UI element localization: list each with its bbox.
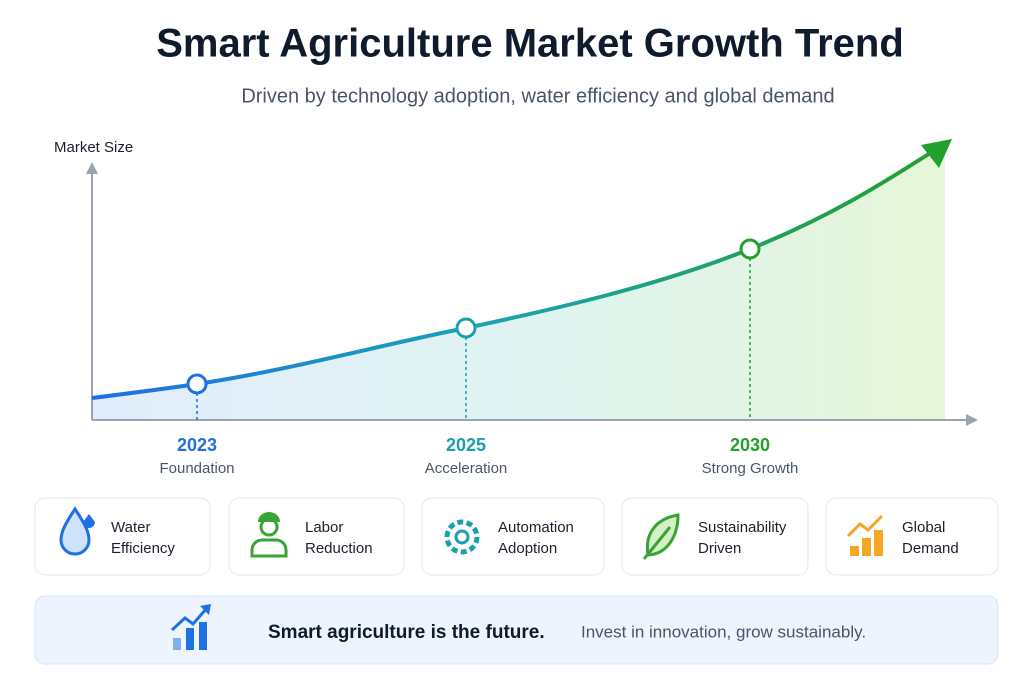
title: Smart Agriculture Market Growth Trend xyxy=(156,22,904,66)
driver-card: Labor Reduction xyxy=(228,497,405,576)
milestones: 2023 Foundation 2025 Acceleration 2030 Strong… xyxy=(159,238,799,477)
demand-bar xyxy=(862,538,871,556)
card-bg xyxy=(421,497,605,576)
card-bg xyxy=(825,497,999,576)
driver-card: Global Demand xyxy=(825,497,999,576)
leaf-vein xyxy=(642,526,672,560)
milestone-label: Strong Growth xyxy=(702,460,799,477)
driver-label: Sustainability xyxy=(698,519,787,536)
driver-label: Global xyxy=(902,519,945,536)
demand-bar xyxy=(874,530,883,556)
axis-label: Market Size xyxy=(54,139,133,156)
curve-arrow xyxy=(921,139,952,168)
milestone-year: 2030 xyxy=(730,435,770,455)
y-axis-arrow xyxy=(86,162,98,174)
banner xyxy=(34,595,999,665)
gear-inner xyxy=(454,529,470,545)
milestone-point xyxy=(455,317,477,339)
driver-label: Reduction xyxy=(305,540,373,557)
driver-label: Efficiency xyxy=(111,540,175,557)
gear-outer xyxy=(444,519,480,555)
driver-label: Demand xyxy=(902,540,959,557)
water-icon-detail xyxy=(83,514,95,528)
demand-arrow xyxy=(846,514,884,538)
banner-icon xyxy=(170,604,211,650)
milestone-year: 2023 xyxy=(177,435,217,455)
driver-card: Automation Adoption xyxy=(421,497,605,576)
milestone-label: Acceleration xyxy=(425,460,508,477)
growth-area xyxy=(92,145,945,420)
driver-label: Labor xyxy=(305,519,343,536)
card-bg xyxy=(228,497,405,576)
worker-body xyxy=(250,538,288,558)
milestone-year: 2025 xyxy=(446,435,486,455)
milestone-label: Foundation xyxy=(159,460,234,477)
driver-label: Automation xyxy=(498,519,574,536)
drivers: WaterEfficiencyLaborReductionAutomationA… xyxy=(34,497,999,576)
banner-headline: Smart agriculture is the future. xyxy=(268,622,545,643)
water-icon xyxy=(59,506,91,556)
x-axis-arrow xyxy=(966,414,978,426)
driver-label: Driven xyxy=(698,540,741,557)
banner-text: Invest in innovation, grow sustainably. xyxy=(581,622,866,641)
driver-label: Adoption xyxy=(498,540,557,557)
milestone-point xyxy=(739,238,761,260)
driver-card: Sustainability Driven xyxy=(621,497,809,576)
demand-bar xyxy=(850,546,859,556)
worker-helmet xyxy=(258,512,280,522)
subtitle: Driven by technology adoption, water eff… xyxy=(241,85,834,107)
driver-card: Water Efficiency xyxy=(34,497,211,576)
milestone-point xyxy=(186,373,208,395)
driver-label: Water xyxy=(111,519,150,536)
